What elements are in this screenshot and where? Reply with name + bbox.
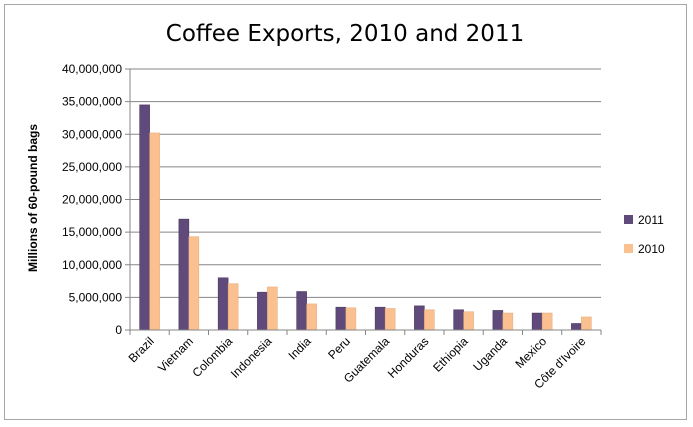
bar-2010-guatemala (384, 308, 396, 331)
bar-2011-vietnam (178, 218, 190, 331)
bar-2011-mexico (531, 312, 543, 331)
y-tick-label: 5,000,000 (69, 290, 123, 304)
x-tick-label: Mexico (512, 334, 549, 371)
x-tick-label: Uganda (470, 334, 510, 374)
bar-2011-brazil (139, 104, 150, 331)
bar-2011-indonesia (257, 291, 268, 331)
bar-2011-india (296, 291, 307, 331)
y-tick-label: 40,000,000 (62, 62, 122, 76)
legend-label-2010: 2010 (638, 242, 665, 256)
bar-2011-peru (335, 306, 347, 331)
y-tick-label: 30,000,000 (62, 127, 122, 141)
bar-2010-c-te-d-ivoire (581, 316, 592, 331)
bar-2011-ethiopia (453, 309, 464, 331)
bar-2011-guatemala (374, 306, 386, 331)
legend-label-2011: 2011 (638, 213, 664, 227)
x-tick-label: Honduras (385, 334, 432, 381)
y-tick-label: 35,000,000 (62, 95, 122, 109)
y-tick-label: 25,000,000 (62, 160, 122, 174)
bar-2010-mexico (541, 312, 553, 331)
x-tick-label: India (285, 334, 314, 363)
legend-swatch-2010 (624, 244, 633, 253)
y-tick-label: 0 (115, 323, 122, 337)
bar-2010-peru (345, 307, 357, 331)
bars (139, 104, 592, 331)
bar-2011-uganda (492, 310, 504, 331)
bar-2010-colombia (227, 283, 239, 331)
y-tick-label: 20,000,000 (62, 193, 122, 207)
bar-2010-indonesia (267, 286, 278, 331)
bar-2011-honduras (414, 305, 425, 331)
bar-2011-c-te-d-ivoire (571, 323, 582, 331)
bar-2010-india (306, 303, 317, 331)
bar-2011-colombia (217, 277, 229, 331)
x-tick-label: Peru (325, 334, 353, 362)
bar-2010-brazil (149, 132, 160, 331)
x-tick-label: Brazil (126, 334, 157, 365)
y-tick-label: 15,000,000 (62, 225, 122, 239)
y-axis-label: Millions of 60-pound bags (26, 124, 40, 272)
x-tick-label: Indonesia (228, 334, 275, 381)
gridlines (130, 68, 601, 298)
legend: 2011 2010 (624, 213, 665, 256)
legend-swatch-2011 (624, 215, 633, 224)
bar-2010-uganda (502, 312, 514, 331)
bar-2010-ethiopia (463, 311, 474, 331)
bar-2010-vietnam (188, 236, 200, 331)
chart-frame (4, 4, 687, 420)
x-tick-label: Ethiopia (430, 334, 471, 375)
y-tick-label: 10,000,000 (62, 258, 122, 272)
chart-title: Coffee Exports, 2010 and 2011 (166, 21, 524, 47)
bar-2010-honduras (424, 309, 435, 331)
